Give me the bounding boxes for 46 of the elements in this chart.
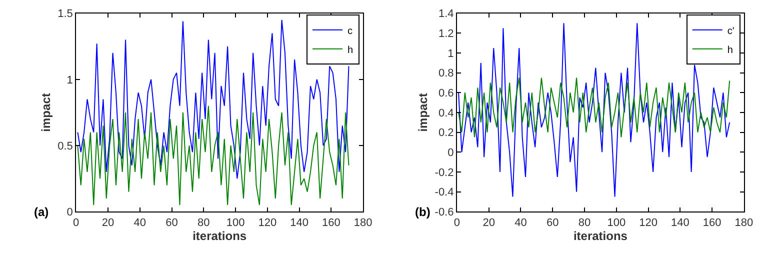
x-axis-title: iterations (573, 228, 628, 243)
legend-label: h (347, 44, 354, 56)
line-series (77, 105, 350, 206)
x-tick-label: 120 (639, 216, 658, 229)
legend-label: c (347, 26, 352, 37)
y-tick-label: 0.6 (438, 87, 454, 100)
x-tick-label: 80 (198, 216, 210, 229)
x-tick-label: 180 (354, 216, 372, 229)
y-tick-label: 1.4 (438, 8, 454, 20)
y-tick-label: 0.5 (58, 140, 73, 152)
x-tick-label: 40 (134, 216, 146, 229)
y-tick-label: 1.2 (438, 28, 454, 40)
x-tick-label: 20 (102, 216, 114, 229)
y-axis-title: impact (416, 93, 430, 132)
line-series (458, 77, 730, 138)
x-tick-label: 60 (546, 216, 559, 229)
y-tick-label: 0.2 (438, 127, 454, 140)
x-tick-label: 60 (166, 216, 178, 229)
y-tick-label: 1 (448, 48, 454, 60)
legend-label: c' (727, 26, 734, 37)
x-tick-label: 20 (482, 216, 495, 229)
line-series (77, 19, 350, 180)
y-axis-title: impact (38, 93, 53, 132)
text: (a) (34, 205, 49, 219)
y-tick-label: -0.6 (434, 206, 454, 218)
legend-label: h (727, 44, 733, 56)
y-tick-label: -0.4 (434, 186, 454, 199)
x-tick-label: 140 (290, 216, 308, 229)
y-tick-label: 1 (66, 74, 73, 86)
x-tick-label: 40 (514, 216, 527, 229)
x-axis-title: iterations (192, 228, 247, 243)
y-tick-label: -0.2 (434, 166, 454, 179)
x-tick-label: 180 (734, 216, 754, 229)
y-tick-label: 0.4 (438, 107, 454, 120)
y-tick-label: 0 (66, 206, 73, 218)
x-tick-label: 100 (226, 216, 245, 229)
y-tick-label: 0 (448, 146, 454, 159)
x-tick-label: 80 (578, 216, 591, 229)
x-tick-label: 160 (322, 216, 340, 229)
y-tick-label: 0.8 (438, 68, 454, 80)
x-tick-label: 100 (607, 216, 626, 229)
text: (b) (415, 205, 430, 219)
y-tick-label: 1.5 (58, 8, 73, 20)
x-tick-label: 160 (702, 216, 722, 229)
x-tick-label: 140 (670, 216, 690, 229)
x-tick-label: 120 (258, 216, 277, 229)
